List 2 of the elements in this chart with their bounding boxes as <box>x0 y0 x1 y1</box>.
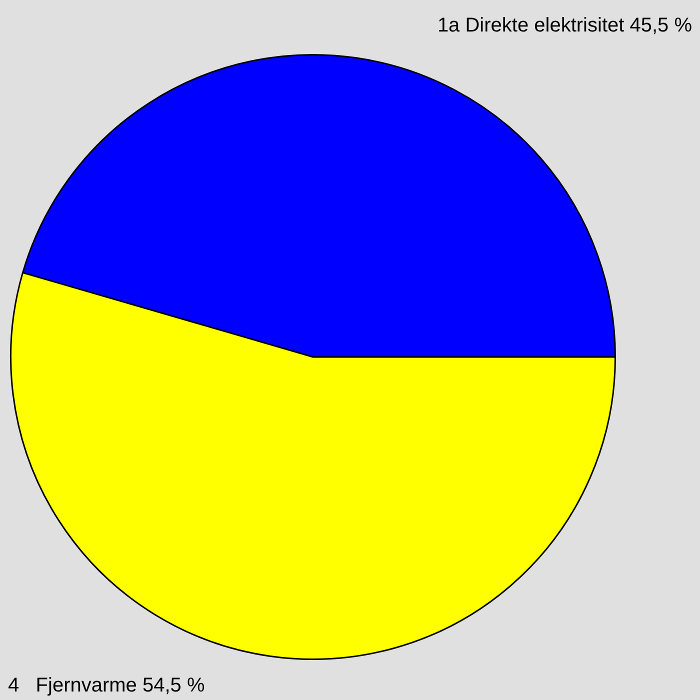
slice-label: 1a Direkte elektrisitet 45,5 % <box>437 14 692 37</box>
slice-label: 4 Fjernvarme 54,5 % <box>8 674 205 697</box>
